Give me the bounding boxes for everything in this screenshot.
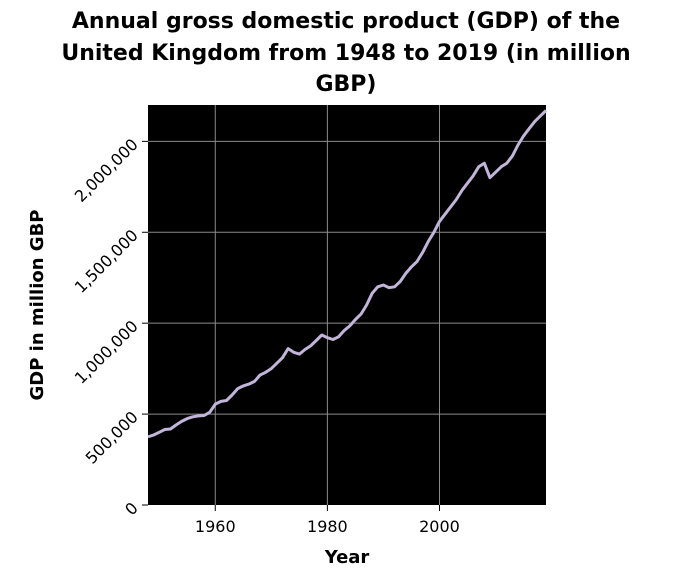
y-tick-label-4: 2,000,000 [71, 135, 142, 206]
x-axis-ticks: 1960 1980 2000 [195, 505, 460, 536]
gridlines [148, 105, 546, 505]
y-tick-label-1: 500,000 [82, 407, 142, 467]
y-axis-ticks: 0 500,000 1,000,000 1,500,000 2,000,000 [71, 135, 148, 519]
x-axis-label: Year [324, 547, 370, 568]
y-axis-label: GDP in million GBP [27, 210, 48, 401]
x-tick-label-2000: 2000 [419, 517, 460, 536]
gdp-series-line [147, 109, 548, 439]
y-tick-label-0: 0 [121, 498, 142, 519]
chart-title-line-1: Annual gross domestic product (GDP) of t… [72, 9, 620, 34]
x-tick-label-1960: 1960 [195, 517, 236, 536]
chart-title-line-3: GBP) [315, 72, 376, 97]
chart-title-line-2: United Kingdom from 1948 to 2019 (in mil… [61, 41, 630, 66]
chart-title: Annual gross domestic product (GDP) of t… [61, 9, 630, 97]
x-tick-label-1980: 1980 [307, 517, 348, 536]
plot-area [148, 105, 546, 505]
y-tick-label-2: 1,000,000 [71, 317, 142, 388]
y-tick-label-3: 1,500,000 [71, 226, 142, 297]
